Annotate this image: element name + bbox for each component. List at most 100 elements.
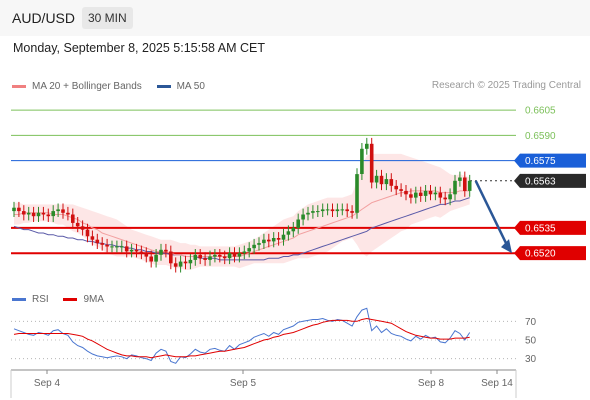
- candle-body: [418, 192, 423, 196]
- candle-body: [154, 254, 158, 262]
- candle-body: [178, 261, 183, 267]
- legend-swatch-rsi: [12, 298, 26, 301]
- candle-body: [281, 234, 286, 240]
- level-tag-0.6520: [514, 246, 586, 261]
- candle-body: [340, 209, 345, 211]
- candle-body: [208, 256, 212, 260]
- candle-body: [276, 238, 281, 240]
- x-tick-label-Sep-14: Sep 14: [481, 378, 513, 389]
- candle-body: [369, 143, 374, 183]
- candle-body: [36, 212, 41, 217]
- candle-body: [134, 249, 139, 252]
- legend-label-ma20: MA 20 + Bollinger Bands: [32, 81, 142, 92]
- candle-body: [271, 238, 276, 242]
- legend-item-ma20: MA 20 + Bollinger Bands: [12, 81, 142, 92]
- legend-swatch-9ma: [63, 298, 78, 301]
- candle-body: [394, 185, 398, 190]
- rsi-tick-label-30: 30: [525, 354, 537, 365]
- candle-body: [41, 212, 46, 215]
- ma20-line: [14, 190, 470, 257]
- legend-item-ma50: MA 50: [156, 81, 205, 92]
- candle-body: [159, 249, 163, 255]
- candle-body: [213, 254, 217, 257]
- level-label-0.6535: 0.6535: [525, 223, 556, 234]
- candle-body: [183, 261, 188, 264]
- candle-body: [12, 207, 16, 212]
- candle-body: [149, 256, 153, 262]
- x-tick-label-Sep-4: Sep 4: [34, 378, 61, 389]
- candle-body: [120, 246, 124, 248]
- candle-body: [85, 229, 90, 237]
- level-tag-0.6535: [514, 220, 586, 235]
- legend-item-rsi: RSI: [12, 294, 49, 305]
- candle-body: [262, 239, 266, 244]
- x-tick-label-Sep-5: Sep 5: [230, 378, 257, 389]
- candle-body: [409, 194, 413, 198]
- bollinger-band-area: [14, 153, 470, 270]
- candle-body: [232, 253, 237, 257]
- ma50-line: [13, 197, 470, 261]
- candle-body: [330, 209, 335, 212]
- candle-body: [237, 253, 242, 257]
- research-credit: Research © 2025 Trading Central: [431, 80, 581, 91]
- candle-body: [379, 175, 384, 185]
- candle-body: [222, 256, 227, 259]
- candle-body: [316, 211, 320, 213]
- candle-body: [51, 211, 55, 217]
- candle-body: [335, 209, 340, 212]
- candle-body: [252, 244, 256, 249]
- instrument-symbol: AUD/USD: [12, 10, 76, 26]
- level-label-0.6590: 0.6590: [525, 131, 556, 142]
- candle-body: [433, 192, 438, 195]
- candle-body: [467, 180, 472, 191]
- candle-body: [458, 177, 462, 181]
- candle-body: [31, 212, 36, 217]
- candle-body: [291, 227, 296, 232]
- candle-body: [463, 177, 467, 191]
- candle-body: [90, 236, 95, 240]
- legend-label-rsi: RSI: [32, 294, 49, 305]
- candle-body: [438, 192, 443, 198]
- candle-body: [56, 209, 60, 212]
- level-label-0.6575: 0.6575: [525, 156, 556, 167]
- rsi-tick-label-50: 50: [525, 336, 537, 347]
- candle-body: [169, 251, 173, 264]
- candle-body: [247, 248, 251, 252]
- candle-body: [80, 226, 85, 230]
- timeframe-button[interactable]: 30 MIN: [82, 7, 133, 29]
- candle-body: [46, 214, 51, 217]
- candle-body: [355, 174, 359, 213]
- candle-body: [267, 239, 271, 242]
- level-label-0.6563: 0.6563: [525, 176, 556, 187]
- price-legend: MA 20 + Bollinger Bands MA 50: [12, 80, 217, 92]
- x-tick-label-Sep-8: Sep 8: [418, 378, 445, 389]
- candle-body: [129, 249, 134, 252]
- candle-body: [360, 148, 364, 174]
- rsi-line: [13, 307, 471, 364]
- candle-body: [320, 209, 325, 212]
- candle-body: [193, 254, 198, 260]
- candle-body: [414, 192, 418, 198]
- candle-body: [61, 209, 65, 213]
- candle-body: [188, 259, 193, 264]
- candle-body: [26, 212, 31, 215]
- legend-label-9ma: 9MA: [83, 294, 105, 305]
- candle-body: [311, 211, 315, 213]
- candle-body: [257, 243, 261, 245]
- candle-body: [227, 253, 232, 259]
- candle-body: [75, 222, 80, 227]
- level-tag-0.6563: [514, 173, 586, 188]
- legend-label-ma50: MA 50: [176, 81, 205, 92]
- candle-body: [443, 197, 447, 200]
- chart-header: AUD/USD 30 MIN: [0, 0, 590, 36]
- candle-body: [350, 211, 354, 213]
- candle-body: [115, 246, 119, 248]
- candle-body: [144, 253, 149, 257]
- forecast-arrow-shaft: [474, 180, 509, 246]
- rsi-ma9-line: [13, 317, 470, 359]
- candle-body: [448, 194, 452, 200]
- candle-body: [105, 244, 109, 247]
- candle-body: [404, 190, 408, 195]
- level-label-0.6520: 0.6520: [525, 249, 556, 260]
